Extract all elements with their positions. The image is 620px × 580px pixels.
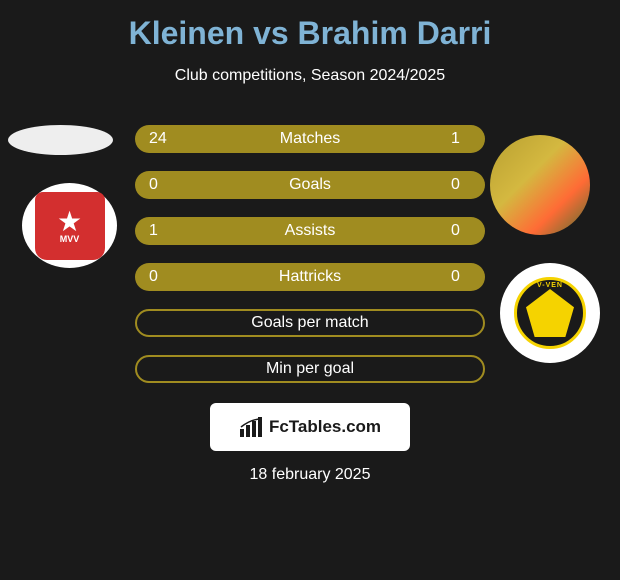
stat-left-value: 1 (149, 222, 169, 240)
stat-row-hattricks: 0 Hattricks 0 (135, 263, 485, 291)
page-title: Kleinen vs Brahim Darri (0, 15, 620, 52)
chart-icon (239, 417, 263, 437)
stats-section: ★ MVV V-VEN 24 Matches 1 0 Goals 0 1 (0, 115, 620, 383)
stat-label: Assists (285, 222, 336, 240)
stat-label: Goals per match (251, 314, 368, 332)
stat-right-value: 0 (451, 222, 471, 240)
club-logo-left: ★ MVV (22, 183, 117, 268)
stat-right-value: 0 (451, 176, 471, 194)
stat-row-min-per-goal: Min per goal (135, 355, 485, 383)
mvv-badge-icon: ★ MVV (35, 192, 105, 260)
star-icon: ★ (57, 208, 82, 236)
footer-logo[interactable]: FcTables.com (210, 403, 410, 451)
comparison-card: Kleinen vs Brahim Darri Club competition… (0, 0, 620, 580)
stat-left-value: 0 (149, 268, 169, 286)
stat-right-value: 0 (451, 268, 471, 286)
stat-label: Goals (289, 176, 331, 194)
stat-row-goals-per-match: Goals per match (135, 309, 485, 337)
vvv-shield-icon (526, 289, 574, 337)
vvv-label: V-VEN (537, 282, 563, 289)
stat-left-value: 0 (149, 176, 169, 194)
mvv-label: MVV (60, 234, 80, 244)
subtitle: Club competitions, Season 2024/2025 (0, 67, 620, 85)
stat-label: Matches (280, 130, 340, 148)
club-logo-right: V-VEN (500, 263, 600, 363)
stat-row-assists: 1 Assists 0 (135, 217, 485, 245)
stat-right-value: 1 (451, 130, 471, 148)
vvv-badge-icon: V-VEN (514, 277, 586, 349)
footer-date: 18 february 2025 (0, 466, 620, 484)
stat-label: Min per goal (266, 360, 354, 378)
player-image-left (8, 125, 113, 155)
footer-site-name: FcTables.com (269, 417, 381, 437)
stat-left-value: 24 (149, 130, 169, 148)
player-image-right (490, 135, 590, 235)
stat-rows: 24 Matches 1 0 Goals 0 1 Assists 0 0 Hat… (135, 115, 485, 383)
stat-label: Hattricks (279, 268, 341, 286)
stat-row-goals: 0 Goals 0 (135, 171, 485, 199)
stat-row-matches: 24 Matches 1 (135, 125, 485, 153)
